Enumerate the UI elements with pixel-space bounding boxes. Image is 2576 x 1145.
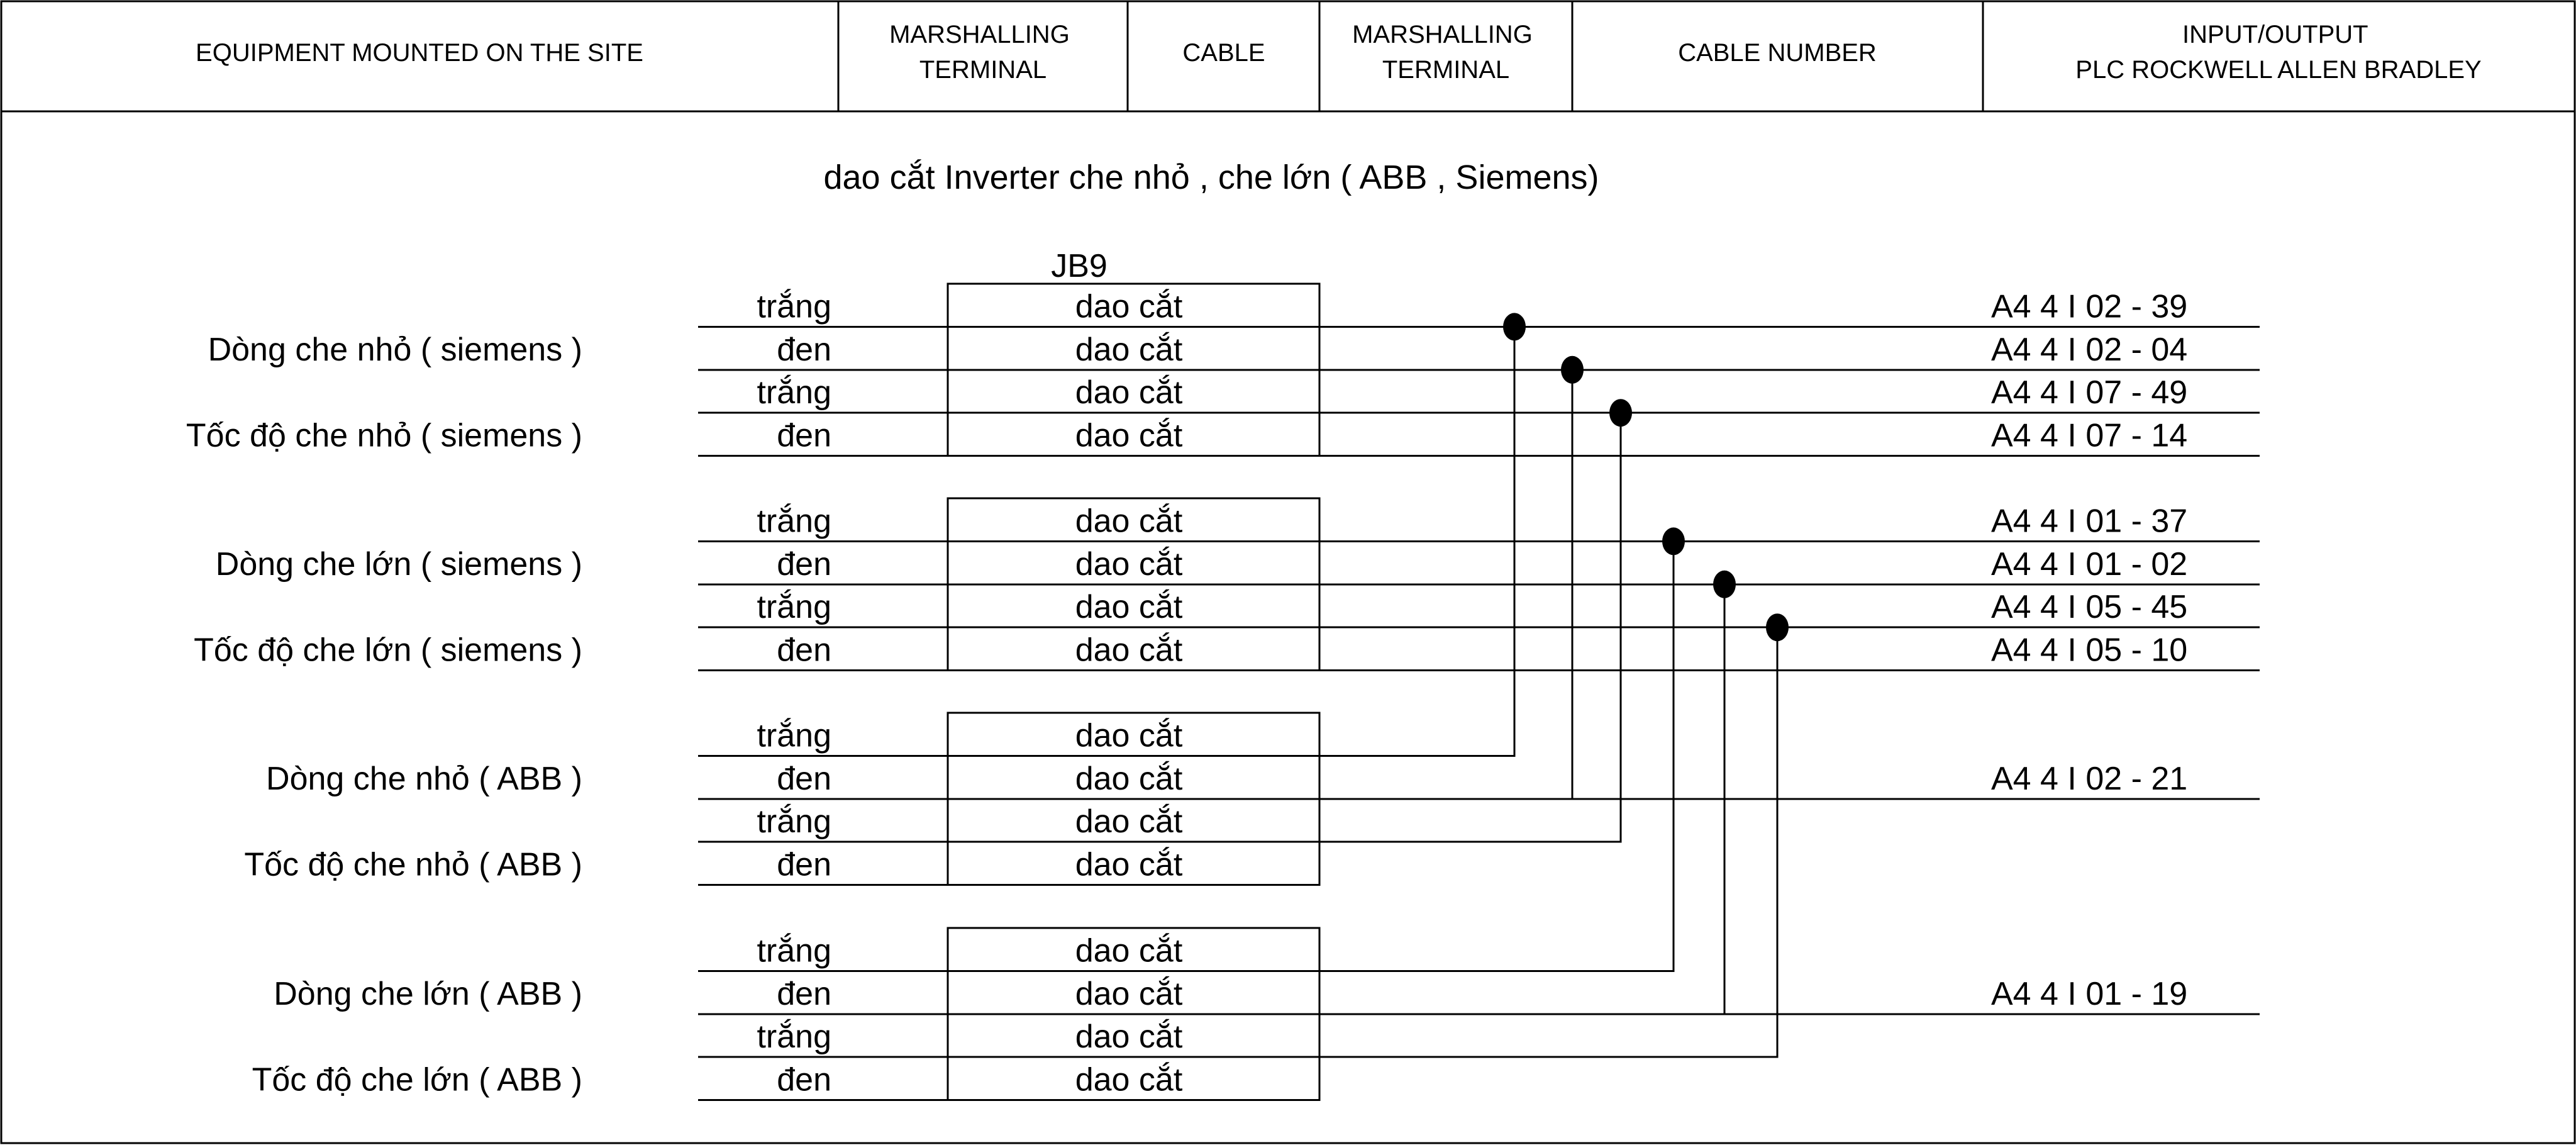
terminal-group: trắng dao cắt đen dao cắt A4 4 I 02 - 21 trắn… — [244, 712, 2260, 886]
wire-color-label: trắng — [757, 1019, 831, 1055]
terminal-label: dao cắt — [1075, 374, 1183, 411]
terminal-label: dao cắt — [1075, 761, 1183, 797]
diagram-title: dao cắt Inverter che nhỏ , che lớn ( ABB… — [823, 159, 1599, 196]
junction-dot — [1561, 355, 1584, 384]
device-label: Dòng che nhỏ ( siemens ) — [208, 332, 582, 368]
plc-io-address: A4 4 I 01 - 02 — [1991, 546, 2187, 583]
terminal-label: dao cắt — [1075, 803, 1183, 840]
plc-io-address: A4 4 I 02 - 04 — [1991, 332, 2187, 368]
header-plc-io: INPUT/OUTPUT PLC ROCKWELL ALLEN BRADLEY — [2075, 21, 2481, 84]
terminal-label: dao cắt — [1075, 288, 1183, 325]
wire-color-label: đen — [777, 332, 831, 368]
junction-dot — [1503, 313, 1526, 341]
terminal-label: dao cắt — [1075, 847, 1183, 883]
junction-dot — [1713, 570, 1736, 598]
header-row: EQUIPMENT MOUNTED ON THE SITE MARSHALLIN… — [196, 21, 2482, 84]
wire-color-label: đen — [777, 847, 831, 883]
device-label: Tốc độ che nhỏ ( ABB ) — [244, 847, 582, 883]
header-cable-number: CABLE NUMBER — [1678, 39, 1877, 67]
plc-io-address: A4 4 I 07 - 14 — [1991, 418, 2187, 454]
terminal-label: dao cắt — [1075, 717, 1183, 754]
wire-color-label: trắng — [757, 803, 831, 840]
bus-wire — [1319, 327, 1516, 757]
device-label: Dòng che lớn ( siemens ) — [216, 546, 582, 583]
terminal-label: dao cắt — [1075, 1062, 1183, 1098]
header-marshalling-terminal-2: MARSHALLING TERMINAL — [1352, 21, 1540, 84]
bus-wire — [1319, 413, 1622, 843]
wire-color-label: đen — [777, 761, 831, 797]
wire-color-label: trắng — [757, 717, 831, 754]
plc-io-address: A4 4 I 01 - 19 — [1991, 976, 2187, 1012]
bus-wire — [1319, 541, 1675, 972]
wire-color-label: trắng — [757, 374, 831, 411]
wire-color-label: đen — [777, 976, 831, 1012]
device-label: Tốc độ che nhỏ ( siemens ) — [186, 418, 582, 454]
bus-wire — [1319, 369, 1574, 800]
junction-box-label: JB9 — [1051, 248, 1108, 284]
plc-io-address: A4 4 I 01 - 37 — [1991, 503, 2187, 539]
bus-wire — [1319, 627, 1779, 1058]
terminal-group: trắng dao cắt đen dao cắt A4 4 I 01 - 19 trắn… — [252, 927, 2260, 1102]
terminal-rows: trắng dao cắt A4 4 I 02 - 39 đen dao cắt A4 4… — [186, 282, 2260, 1102]
junction-dot — [1662, 527, 1685, 556]
terminal-label: dao cắt — [1075, 1019, 1183, 1055]
plc-io-address: A4 4 I 05 - 10 — [1991, 632, 2187, 669]
terminal-label: dao cắt — [1075, 632, 1183, 669]
wire-color-label: trắng — [757, 589, 831, 625]
wire-color-label: đen — [777, 418, 831, 454]
wire-color-label: đen — [777, 546, 831, 583]
terminal-label: dao cắt — [1075, 418, 1183, 454]
header-cable: CABLE — [1182, 39, 1265, 67]
plc-io-address: A4 4 I 02 - 39 — [1991, 288, 2187, 325]
device-label: Tốc độ che lớn ( ABB ) — [252, 1062, 582, 1098]
terminal-group: trắng dao cắt A4 4 I 01 - 37 đen dao cắt A4 4… — [194, 497, 2260, 672]
common-bus-lines — [1319, 313, 1789, 1058]
terminal-group: trắng dao cắt A4 4 I 02 - 39 đen dao cắt A4 4… — [186, 282, 2260, 457]
wire-color-label: trắng — [757, 932, 831, 969]
wire-color-label: trắng — [757, 288, 831, 325]
plc-io-address: A4 4 I 05 - 45 — [1991, 589, 2187, 625]
wire-color-label: trắng — [757, 503, 831, 539]
device-label: Tốc độ che lớn ( siemens ) — [194, 632, 582, 669]
terminal-label: dao cắt — [1075, 932, 1183, 969]
header-equipment: EQUIPMENT MOUNTED ON THE SITE — [196, 39, 643, 67]
terminal-label: dao cắt — [1075, 976, 1183, 1012]
junction-dot — [1766, 613, 1789, 642]
device-label: Dòng che lớn ( ABB ) — [274, 976, 582, 1012]
wire-color-label: đen — [777, 1062, 831, 1098]
terminal-label: dao cắt — [1075, 503, 1183, 539]
plc-io-address: A4 4 I 02 - 21 — [1991, 761, 2187, 797]
bus-wire — [1319, 584, 1726, 1015]
plc-io-address: A4 4 I 07 - 49 — [1991, 374, 2187, 411]
header-marshalling-terminal-1: MARSHALLING TERMINAL — [889, 21, 1077, 84]
terminal-label: dao cắt — [1075, 332, 1183, 368]
junction-dot — [1609, 399, 1632, 427]
device-label: Dòng che nhỏ ( ABB ) — [266, 761, 582, 797]
terminal-label: dao cắt — [1075, 546, 1183, 583]
terminal-label: dao cắt — [1075, 589, 1183, 625]
wire-color-label: đen — [777, 632, 831, 669]
